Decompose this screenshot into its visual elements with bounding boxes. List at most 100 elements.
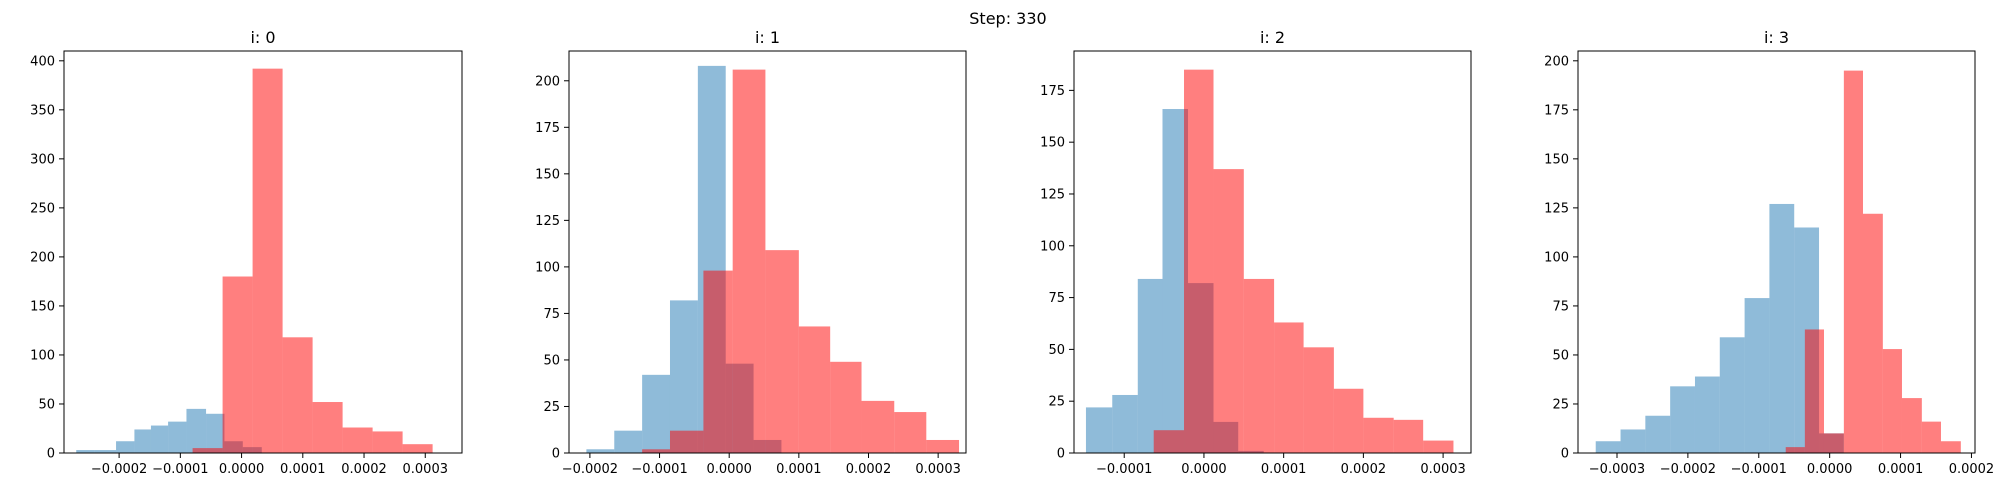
x-tick-label: 0.0002 (1949, 462, 1995, 477)
y-tick-label: 50 (1048, 343, 1065, 358)
histogram-bar (94, 450, 117, 453)
histogram-bar (669, 300, 698, 453)
histogram-bar (1303, 347, 1334, 453)
panel-title: i: 0 (250, 28, 275, 47)
y-tick-label: 350 (30, 103, 55, 118)
y-tick-label: 50 (543, 353, 560, 368)
panel-title: i: 3 (1764, 28, 1789, 47)
histogram-bar (402, 444, 433, 453)
histogram-bar (222, 276, 253, 453)
y-tick-label: 0 (1057, 447, 1065, 462)
axes-frame (63, 50, 463, 454)
x-tick-label: −0.0002 (91, 462, 147, 477)
y-tick-label: 75 (543, 307, 560, 322)
x-tick-label: 0.0003 (403, 462, 449, 477)
y-tick-label: 200 (1544, 54, 1569, 69)
histogram-bar (1184, 69, 1214, 454)
histogram-bar (642, 374, 670, 453)
histogram-bar (1670, 386, 1695, 453)
x-tick-label: 0.0001 (1878, 462, 1924, 477)
panel-1: −0.0002 −0.0001 0.0000 0.0001 0.0002 0.0003 0 2… (535, 28, 967, 477)
y-tick-label: 150 (1040, 136, 1065, 151)
histogram-bar (192, 448, 223, 453)
histogram-bar (1112, 394, 1138, 453)
histogram-bar (1785, 447, 1805, 453)
histogram-bar (861, 400, 895, 453)
histogram-bar (116, 441, 135, 453)
x-tick-label: 0.0000 (219, 462, 265, 477)
y-tick-label: 0 (47, 447, 55, 462)
histogram-bar (1769, 203, 1795, 453)
x-tick-label: 0.0000 (1807, 462, 1853, 477)
y-tick-label: 75 (1048, 291, 1065, 306)
histogram-bar (586, 449, 615, 453)
histogram-bar (1423, 440, 1454, 453)
histogram-bar (342, 427, 373, 453)
histogram-bar (1719, 337, 1745, 453)
x-tick-label: 0.0002 (1341, 462, 1387, 477)
histogram-bar (926, 439, 960, 453)
y-tick-label: 50 (38, 397, 55, 412)
histogram-bar (134, 429, 151, 453)
histogram-bar (1333, 388, 1364, 453)
histogram-bar (1901, 398, 1922, 453)
x-tick-label: −0.0001 (631, 462, 687, 477)
x-tick-label: 0.0001 (280, 462, 326, 477)
panel-3: −0.0003 −0.0002 −0.0001 0.0000 0.0001 0.0002 0… (1544, 28, 1994, 477)
x-tick-label: 0.0001 (776, 462, 822, 477)
histogram-bar (1595, 441, 1621, 453)
y-tick-label: 75 (1552, 299, 1569, 314)
y-tick-label: 175 (1544, 103, 1569, 118)
histogram-bar (1137, 278, 1163, 453)
axes-frame (1577, 50, 1976, 454)
y-tick-label: 100 (1040, 239, 1065, 254)
histogram-bar (1843, 70, 1863, 454)
histogram-bar (1940, 441, 1961, 453)
histogram-bar (1645, 415, 1671, 453)
y-tick-label: 25 (543, 400, 560, 415)
y-tick-label: 25 (1552, 397, 1569, 412)
histogram-bar (252, 68, 283, 454)
x-tick-label: −0.0003 (1589, 462, 1645, 477)
x-tick-label: 0.0003 (915, 462, 961, 477)
histogram-bar (1694, 376, 1720, 453)
histogram-bar (614, 430, 643, 453)
y-tick-label: 125 (1040, 187, 1065, 202)
y-tick-label: 0 (552, 447, 560, 462)
histogram-bar (765, 250, 799, 453)
histogram-bar (150, 425, 169, 453)
x-tick-label: −0.0001 (152, 462, 208, 477)
panel-title: i: 1 (755, 28, 780, 47)
histogram-bar (76, 450, 95, 453)
histogram-bar (1085, 407, 1113, 453)
histogram-bar (703, 270, 733, 453)
histogram-bar (669, 430, 704, 453)
y-tick-label: 175 (1040, 84, 1065, 99)
histogram-bar (1921, 421, 1941, 453)
x-tick-label: 0.0000 (706, 462, 752, 477)
y-tick-label: 25 (1048, 395, 1065, 410)
y-tick-label: 100 (535, 260, 560, 275)
histogram-bar (168, 421, 187, 453)
histogram-bar (372, 431, 403, 453)
y-tick-label: 400 (30, 54, 55, 69)
histogram-bar (1804, 329, 1824, 453)
panel-title: i: 2 (1260, 28, 1285, 47)
histogram-bar (206, 413, 225, 453)
histogram-bar (732, 69, 766, 453)
x-tick-label: −0.0001 (1731, 462, 1787, 477)
histogram-bar (1162, 109, 1188, 453)
y-tick-label: 100 (1544, 250, 1569, 265)
histogram-bar (1213, 169, 1244, 453)
histogram-bar (1862, 213, 1883, 453)
x-tick-label: 0.0002 (341, 462, 387, 477)
histogram-bar (830, 361, 862, 453)
x-tick-label: 0.0002 (846, 462, 892, 477)
y-tick-label: 175 (535, 121, 560, 136)
x-tick-label: −0.0002 (562, 462, 618, 477)
x-tick-label: 0.0000 (1181, 462, 1227, 477)
histogram-bar (312, 402, 343, 453)
histogram-bar (282, 337, 313, 453)
y-tick-label: 200 (535, 74, 560, 89)
y-tick-label: 150 (1544, 152, 1569, 167)
